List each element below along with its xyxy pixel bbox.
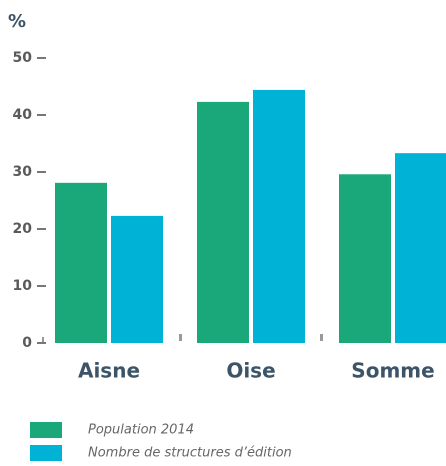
x-tick-label: Oise <box>226 359 275 383</box>
y-tick-label: 40 <box>13 107 33 123</box>
legend-swatch <box>30 445 62 461</box>
bar <box>253 89 305 343</box>
y-axis-label: % <box>8 11 26 32</box>
legend-label: Population 2014 <box>88 423 194 438</box>
bar <box>339 174 391 343</box>
y-tick-label: 20 <box>13 221 33 237</box>
bar <box>111 215 163 343</box>
legend-label: Nombre de structures d’édition <box>88 446 292 461</box>
y-tick-label: 30 <box>13 164 33 180</box>
bar <box>197 101 249 343</box>
x-tick-label: Aisne <box>78 359 140 383</box>
legend-swatch <box>30 422 62 438</box>
separator <box>320 334 323 341</box>
y-tick-label: 50 <box>13 50 33 66</box>
separator <box>179 334 182 341</box>
bar <box>395 153 446 343</box>
y-tick-label: 0 <box>22 335 32 351</box>
bar <box>55 182 107 343</box>
x-tick-label: Somme <box>351 359 434 383</box>
y-tick-label: 10 <box>13 278 33 294</box>
